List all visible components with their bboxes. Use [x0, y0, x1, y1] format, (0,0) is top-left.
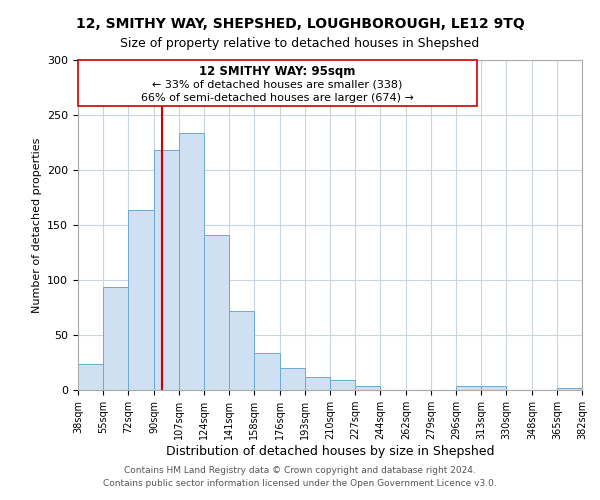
Bar	[330, 380, 355, 390]
Bar	[456, 386, 481, 390]
Bar	[103, 286, 128, 390]
Text: Size of property relative to detached houses in Shepshed: Size of property relative to detached ho…	[121, 38, 479, 51]
Text: 12 SMITHY WAY: 95sqm: 12 SMITHY WAY: 95sqm	[199, 66, 355, 78]
Text: Contains HM Land Registry data © Crown copyright and database right 2024.
Contai: Contains HM Land Registry data © Crown c…	[103, 466, 497, 487]
Text: ← 33% of detached houses are smaller (338): ← 33% of detached houses are smaller (33…	[152, 80, 403, 90]
FancyBboxPatch shape	[78, 60, 476, 106]
Bar	[229, 311, 254, 390]
Y-axis label: Number of detached properties: Number of detached properties	[32, 138, 41, 312]
Text: 66% of semi-detached houses are larger (674) →: 66% of semi-detached houses are larger (…	[141, 93, 413, 103]
Bar	[179, 132, 204, 390]
Bar	[128, 210, 154, 390]
Bar	[305, 377, 330, 390]
X-axis label: Distribution of detached houses by size in Shepshed: Distribution of detached houses by size …	[166, 445, 494, 458]
Text: 12, SMITHY WAY, SHEPSHED, LOUGHBOROUGH, LE12 9TQ: 12, SMITHY WAY, SHEPSHED, LOUGHBOROUGH, …	[76, 18, 524, 32]
Bar	[254, 352, 280, 390]
Bar	[481, 386, 506, 390]
Bar	[204, 235, 229, 390]
Bar	[355, 386, 380, 390]
Bar	[280, 368, 305, 390]
Bar	[557, 388, 582, 390]
Bar	[154, 150, 179, 390]
Bar	[78, 364, 103, 390]
